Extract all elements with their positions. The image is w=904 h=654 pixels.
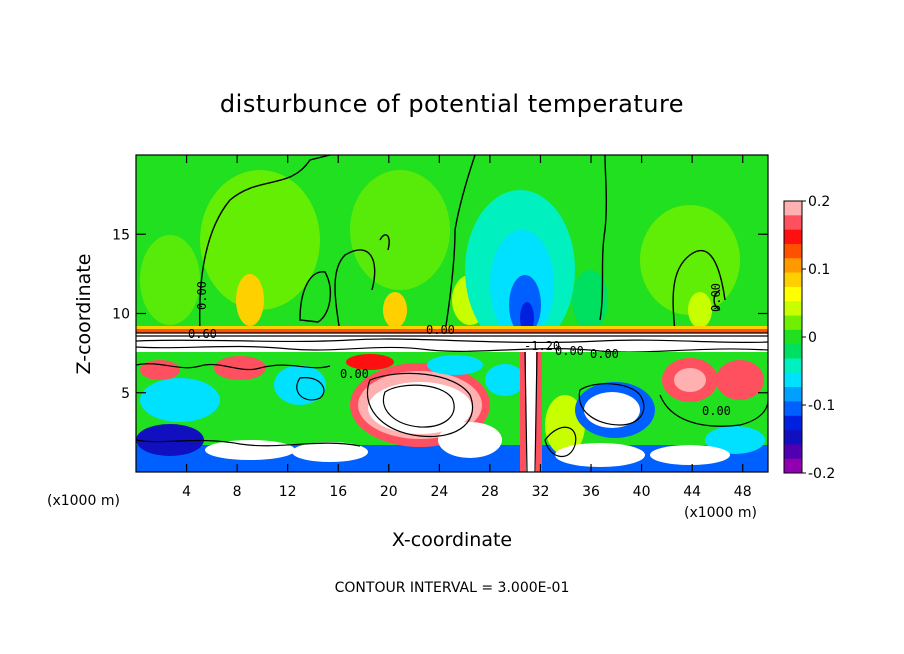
x-tick-label: 28 — [481, 484, 499, 500]
contour-labels: 0.00 0.60 0.00 0.00 -1.20 0.00 0.00 0.00… — [188, 281, 731, 418]
colorbar-swatch — [784, 201, 802, 216]
colorbar-tick-label: 0.1 — [808, 262, 830, 278]
colorbar-swatch — [784, 272, 802, 288]
contour-label: 0.00 — [195, 281, 209, 310]
x-tick-label: 32 — [532, 484, 550, 500]
colorbar-swatch — [784, 372, 802, 388]
y-tick-label: 10 — [112, 307, 130, 323]
x-axis: 4 8 12 16 20 24 28 32 36 40 44 48 — [182, 155, 752, 500]
colorbar-swatch — [784, 243, 802, 259]
field-patch — [383, 292, 407, 328]
x-unit-label: (x1000 m) — [684, 505, 757, 521]
field-patch — [705, 426, 765, 454]
contour-interval-note: CONTOUR INTERVAL = 3.000E-01 — [335, 580, 570, 596]
upper-contours — [198, 155, 726, 333]
colorbar-swatch — [784, 444, 802, 460]
x-tick-label: 40 — [633, 484, 651, 500]
contour-label: -1.20 — [524, 339, 560, 353]
field-patch — [346, 354, 394, 370]
field-patch — [200, 170, 320, 310]
field-patch — [526, 352, 536, 472]
field-patch — [688, 292, 712, 328]
colorbar-swatch — [784, 258, 802, 274]
x-tick-label: 12 — [279, 484, 297, 500]
x-tick-label: 36 — [582, 484, 600, 500]
colorbar-tick-label: 0.2 — [808, 194, 830, 210]
field-patch — [640, 205, 740, 315]
field-patch — [555, 443, 645, 467]
y-tick-label: 15 — [112, 227, 130, 243]
y-axis-title: Z-coordinate — [73, 254, 95, 375]
colorbar-swatch — [784, 415, 802, 431]
field-patch — [140, 378, 220, 422]
field-patch — [427, 355, 483, 375]
field-patch — [650, 445, 730, 465]
colorbar: 0.2 0.1 0 -0.1 -0.2 — [783, 194, 835, 482]
field-patch — [274, 365, 326, 405]
plot-area — [136, 155, 768, 472]
field-patch — [140, 235, 200, 325]
field-patch — [572, 270, 608, 330]
x-tick-label: 48 — [734, 484, 752, 500]
colorbar-swatch — [784, 301, 802, 317]
field-patch — [438, 422, 502, 458]
field-patch — [214, 356, 266, 380]
field-patch — [716, 360, 764, 400]
field-patch — [136, 424, 204, 456]
x-tick-label: 24 — [430, 484, 448, 500]
chart-title: disturbunce of potential temperature — [220, 90, 684, 118]
field-patch — [485, 364, 525, 396]
colorbar-swatch — [784, 329, 802, 345]
field-patch — [205, 440, 295, 460]
field-patch — [584, 392, 640, 428]
colorbar-swatch — [784, 344, 802, 359]
colorbar-swatch — [784, 387, 802, 402]
contour-label: 0.00 — [709, 283, 723, 312]
contour-label: 0.00 — [555, 344, 584, 358]
interface-yellow — [136, 326, 768, 329]
x-axis-title: X-coordinate — [392, 529, 512, 551]
colorbar-swatch — [784, 430, 802, 445]
contour-label: 0.00 — [590, 347, 619, 361]
lower-contours — [136, 351, 768, 472]
colorbar-swatch — [784, 315, 802, 331]
y-axis: 5 10 15 — [112, 227, 768, 402]
colorbar-swatch — [784, 458, 802, 474]
interface-red — [136, 329, 768, 333]
colorbar-tick-label: -0.2 — [808, 466, 835, 482]
colorbar-tick-label: 0 — [808, 330, 817, 346]
colorbar-swatch — [784, 229, 802, 245]
field-patch — [236, 274, 264, 326]
colorbar-tick-label: -0.1 — [808, 398, 835, 414]
colorbar-swatch — [784, 215, 802, 231]
x-unit-label: (x1000 m) — [47, 493, 120, 509]
colorbar-swatch — [784, 358, 802, 374]
x-tick-label: 20 — [380, 484, 398, 500]
field-patch — [350, 170, 450, 290]
field-patch — [674, 368, 706, 392]
contour-label: 0.00 — [340, 367, 369, 381]
contour-label: 0.60 — [188, 327, 217, 341]
x-tick-label: 16 — [329, 484, 347, 500]
x-tick-label: 44 — [683, 484, 701, 500]
colorbar-swatch — [784, 286, 802, 302]
x-tick-label: 8 — [233, 484, 242, 500]
contour-label: 0.00 — [702, 404, 731, 418]
interface-white — [136, 332, 768, 352]
colorbar-swatch — [784, 401, 802, 417]
contour-label: 0.00 — [426, 323, 455, 337]
x-tick-label: 4 — [182, 484, 191, 500]
field-patch — [140, 360, 180, 380]
field-patch — [292, 442, 368, 462]
y-tick-label: 5 — [121, 386, 130, 402]
interface-contours — [136, 332, 768, 353]
